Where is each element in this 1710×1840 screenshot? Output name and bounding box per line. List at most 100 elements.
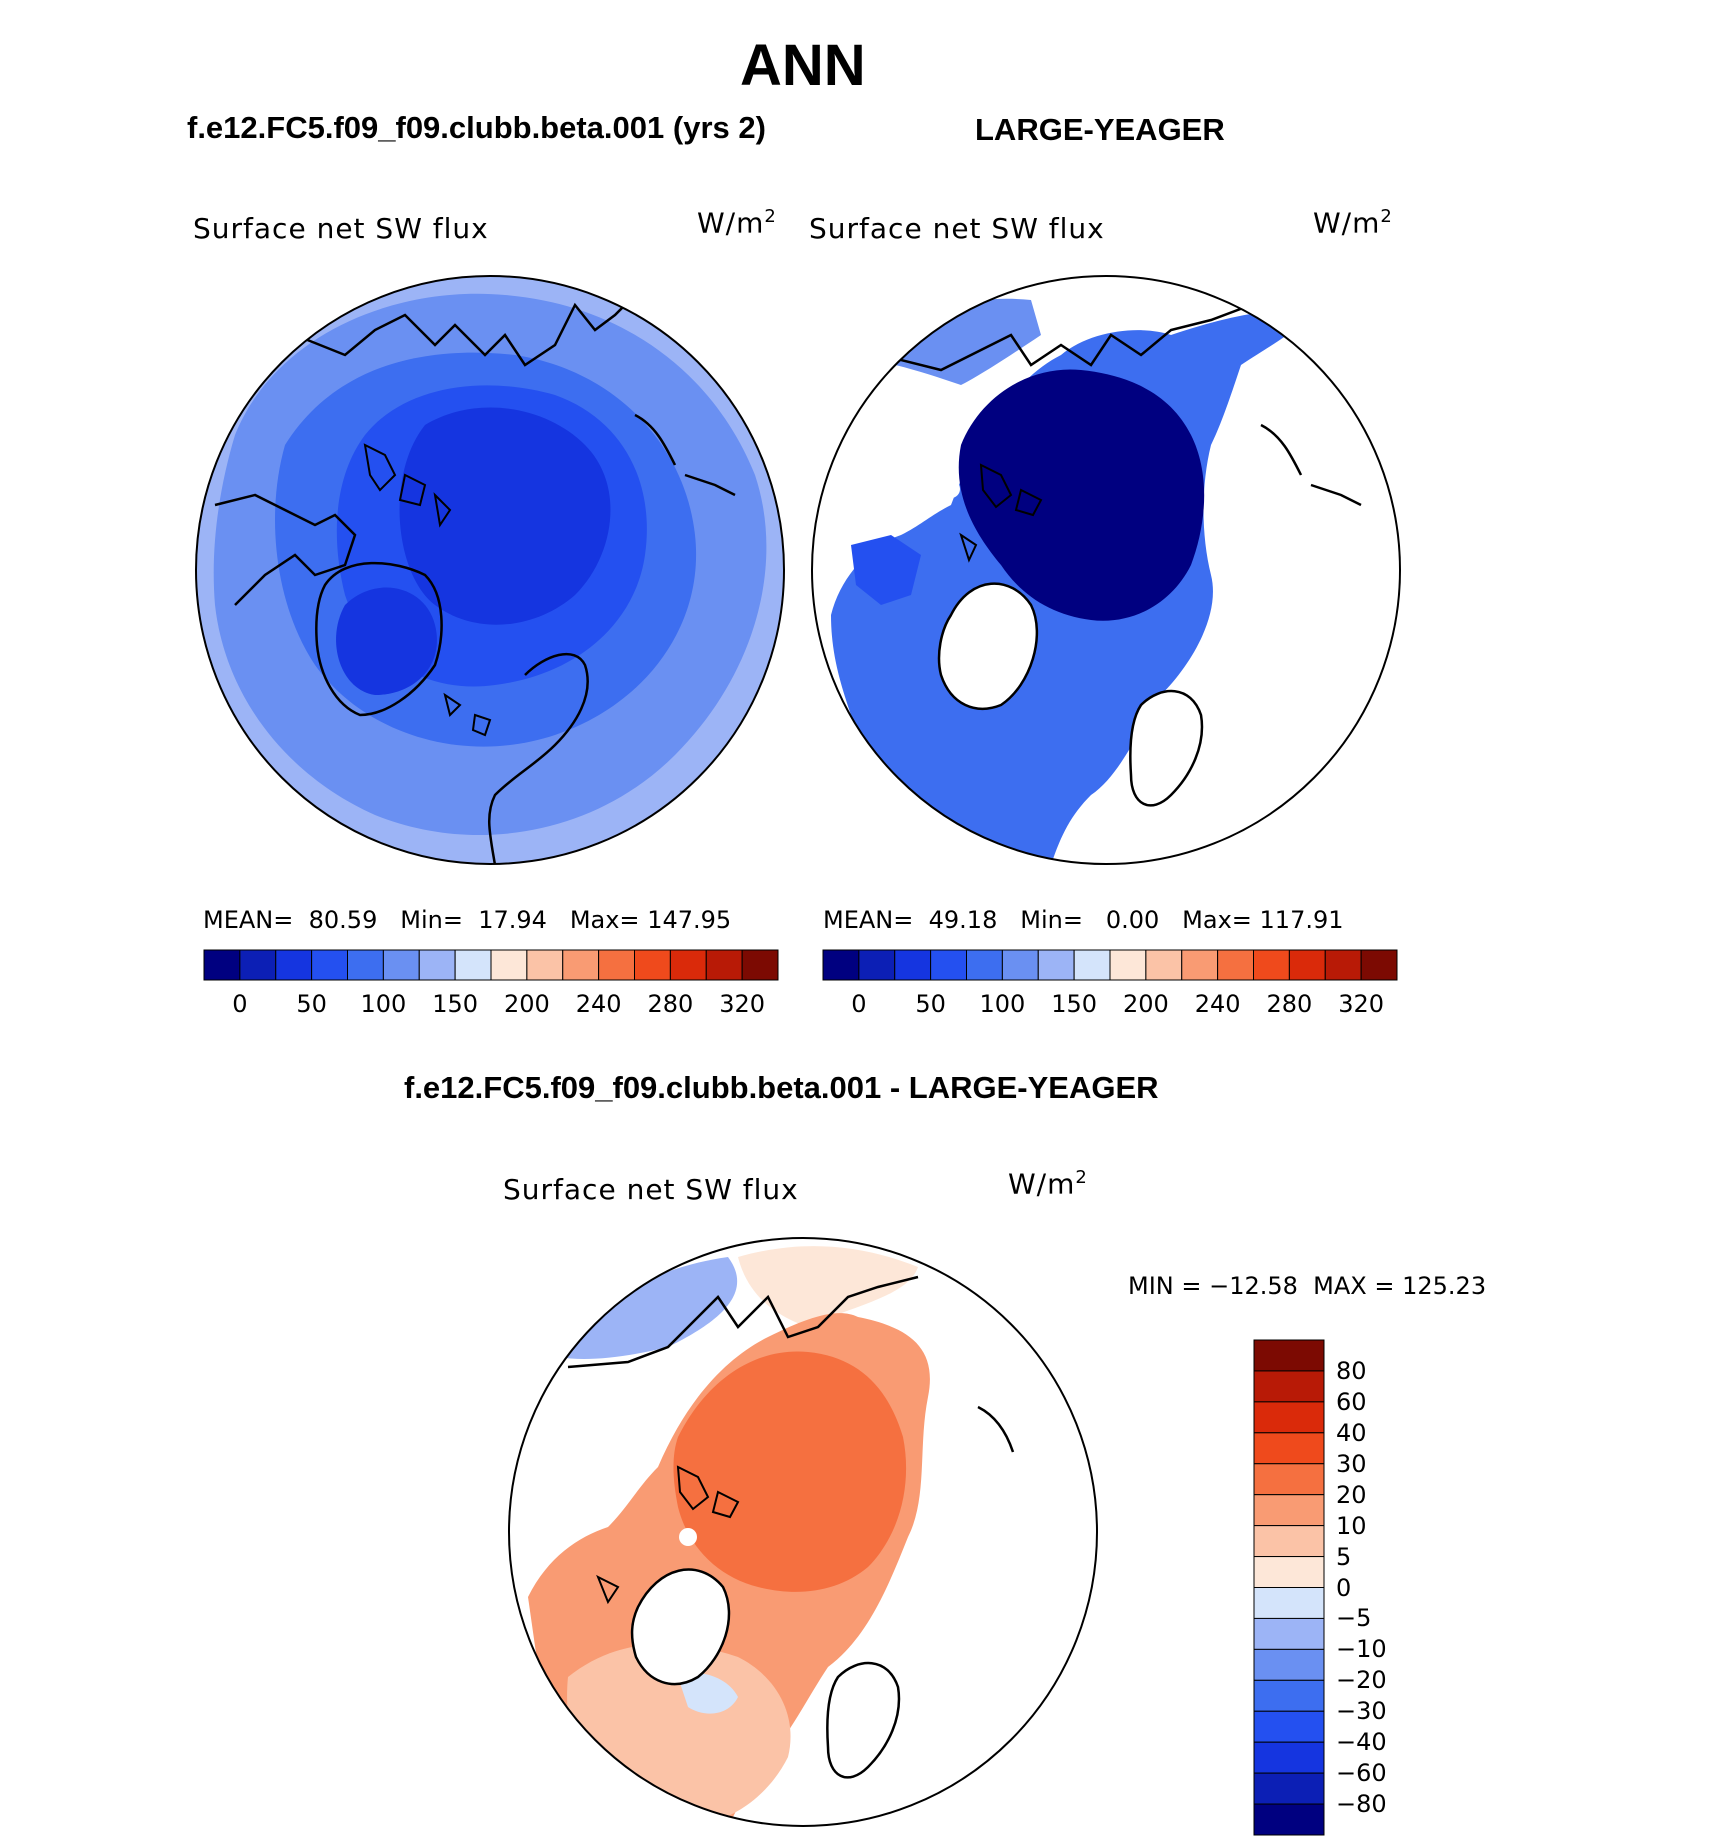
obs-min-label: Min= [1020,906,1083,934]
diff-colorbar-box [1253,1679,1325,1712]
diff-colorbar-box [1253,1617,1325,1650]
diff-colorbar-ticks: 80 60 40 30 20 10 5 0 −5 −10 −20 −30 −40 −60 −80 [1336,1340,1456,1835]
diff-colorbar-tick: −5 [1336,1604,1372,1633]
obs-colorbar-box [1109,949,1147,981]
diff-colorbar-box [1253,1587,1325,1619]
model-colorbar-box [418,949,456,981]
model-colorbar-tick: 100 [360,990,407,1018]
diff-polar-map [508,1237,1098,1827]
model-colorbar-tick: 0 [232,990,248,1018]
model-colorbar-box [490,949,528,981]
obs-colorbar-box [1145,949,1183,981]
diff-colorbar [1253,1339,1325,1836]
model-colorbar-tick: 240 [575,990,622,1018]
model-min-label: Min= [400,906,463,934]
model-colorbar-box [454,949,492,981]
diff-field-atlantic-blue [678,1673,738,1714]
obs-colorbar-tick: 50 [915,990,946,1018]
model-colorbar-box [526,949,564,981]
diff-minmax: MIN = −12.58 MAX = 125.23 [1128,1272,1487,1300]
diff-colorbar-box [1253,1370,1325,1403]
diff-colorbar-tick: 0 [1336,1573,1352,1602]
diff-colorbar-tick: 5 [1336,1542,1352,1571]
model-colorbar-ticks: 0 50 100 150 200 240 280 320 [204,990,778,1020]
model-colorbar-box [741,949,779,981]
model-coast-scandinavia [487,652,589,864]
obs-colorbar-box [894,949,932,981]
model-colorbar-box [239,949,277,981]
model-min-value: 17.94 [478,906,547,934]
model-colorbar-tick: 50 [296,990,327,1018]
diff-colorbar-box [1253,1525,1325,1558]
diff-colorbar-tick: −30 [1336,1697,1387,1726]
model-mean-value: 80.59 [308,906,378,934]
obs-coast-eurasia [880,303,1292,372]
diff-case-title: f.e12.FC5.f09_f09.clubb.beta.001 - LARGE… [404,1070,1159,1105]
model-mean-label: MEAN= [203,906,294,934]
obs-pole-marker [942,480,960,498]
model-map-border [195,275,785,865]
diff-units-exp: 2 [1075,1167,1088,1188]
model-coast-svalbard [471,713,492,737]
diff-field-pacific [558,1257,738,1359]
obs-colorbar-box [1217,949,1254,981]
model-field-core [399,407,611,625]
obs-min-value: 0.00 [1105,906,1160,934]
obs-colorbar-box [1360,949,1398,981]
diff-coast-eurasia [567,1275,919,1369]
obs-colorbar-box [1253,949,1290,981]
obs-colorbar-tick: 280 [1266,990,1313,1018]
diff-colorbar-box [1253,1648,1325,1681]
obs-mean-label: MEAN= [823,906,914,934]
diff-colorbar-box [1253,1401,1325,1434]
obs-colorbar-box [1288,949,1326,981]
model-coast-islands [363,443,462,717]
model-units-exp: 2 [764,206,777,227]
obs-stats: MEAN= 49.18 Min= 0.00 Max= 117.91 [823,906,1344,934]
diff-coast-alaska [977,1405,1015,1453]
obs-map-border [811,275,1401,865]
obs-field-ice [958,369,1205,621]
obs-max-label: Max= [1182,906,1252,934]
diff-colorbar-box [1253,1463,1325,1496]
diff-colorbar-box [1253,1710,1325,1743]
diff-colorbar-box [1253,1741,1325,1774]
obs-colorbar-tick: 320 [1338,990,1385,1018]
model-colorbar-box [634,949,671,981]
diff-variable-label: Surface net SW flux [503,1173,799,1206]
obs-colorbar-box [1037,949,1075,981]
model-units-label: W/m2 [697,206,777,239]
diff-colorbar-box [1253,1556,1325,1588]
model-colorbar-box [669,949,707,981]
obs-colorbar-ticks: 0 50 100 150 200 240 280 320 [823,990,1397,1020]
diff-pole-marker [679,1528,697,1546]
obs-colorbar-box [858,949,896,981]
obs-field-hudson [851,535,921,605]
model-stats: MEAN= 80.59 Min= 17.94 Max= 147.95 [203,906,731,934]
obs-coast-islands [959,463,1043,563]
obs-mean-value: 49.18 [928,906,998,934]
model-colorbar-box [562,949,600,981]
diff-colorbar-tick: 10 [1336,1511,1367,1540]
diff-colorbar-box [1253,1803,1325,1836]
obs-colorbar-box [822,949,860,981]
model-colorbar-tick: 200 [503,990,550,1018]
model-coast-americas [214,493,357,606]
obs-colorbar-box [1073,949,1111,981]
obs-units-label: W/m2 [1313,206,1393,239]
obs-colorbar-tick: 150 [1051,990,1098,1018]
obs-field-scandinavia-land [1129,689,1204,807]
diff-coast-islands [596,1465,740,1605]
obs-colorbar-box [1181,949,1219,981]
model-colorbar-box [598,949,635,981]
model-units-base: W/m [697,206,765,240]
diff-colorbar-tick: −10 [1336,1635,1387,1664]
obs-variable-label: Surface net SW flux [809,212,1105,245]
diff-colorbar-tick: 60 [1336,1387,1367,1416]
model-colorbar-box [203,949,241,981]
diff-colorbar-tick: −60 [1336,1759,1387,1788]
diff-colorbar-box [1253,1772,1325,1805]
model-colorbar-tick: 150 [432,990,479,1018]
diff-units-label: W/m2 [1008,1167,1088,1200]
diff-field-bering [738,1246,918,1327]
